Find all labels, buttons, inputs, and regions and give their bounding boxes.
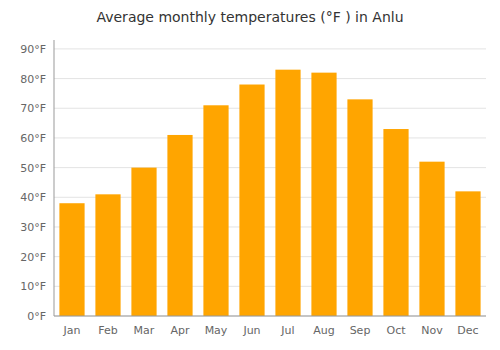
y-axis-line [54,40,55,316]
bar [95,194,120,316]
y-tick-label: 80°F [20,73,46,86]
chart-container: Average monthly temperatures (°F ) in An… [0,0,500,350]
x-tick-label: Mar [134,324,155,337]
y-grid [54,49,486,316]
bar [167,135,192,316]
x-tick-labels: Jan Feb Mar Apr May Jun Jul Aug Sep Oct Nov Dec [63,324,479,337]
y-tick-labels: 0°F 10°F 20°F 30°F 40°F 50°F 60°F 70°F 80°F 90°F [20,43,46,323]
chart-svg: Average monthly temperatures (°F ) in An… [0,0,500,350]
bar [59,203,84,316]
x-tick-label: Jul [280,324,294,337]
bar [383,129,408,316]
y-tick-label: 40°F [20,191,46,204]
y-tick-label: 70°F [20,102,46,115]
bar [275,70,300,316]
x-axis-line [54,316,486,317]
bar [455,191,480,316]
grid-line [54,78,486,79]
y-tick-label: 90°F [20,43,46,56]
y-tick-label: 30°F [20,221,46,234]
x-tick-label: Aug [313,324,334,337]
bar [203,105,228,316]
x-tick-label: Dec [457,324,478,337]
x-tick-label: Nov [421,324,443,337]
grid-line [54,108,486,109]
x-tick-label: Jan [63,324,81,337]
grid-line [54,137,486,138]
x-tick-label: Feb [98,324,117,337]
bar [131,168,156,316]
y-tick-label: 60°F [20,132,46,145]
y-tick-label: 10°F [20,280,46,293]
x-tick-label: May [205,324,228,337]
chart-title: Average monthly temperatures (°F ) in An… [96,9,403,25]
y-tick-label: 20°F [20,251,46,264]
x-tick-label: Jun [242,324,260,337]
grid-line [54,316,486,317]
bar [311,73,336,316]
grid-line [54,48,486,49]
x-tick-label: Sep [350,324,371,337]
bars [59,70,480,316]
y-tick-label: 0°F [27,310,46,323]
x-tick-label: Apr [170,324,190,337]
bar [347,99,372,316]
bar [239,85,264,316]
bar [419,162,444,316]
x-tick-label: Oct [386,324,406,337]
y-tick-label: 50°F [20,162,46,175]
